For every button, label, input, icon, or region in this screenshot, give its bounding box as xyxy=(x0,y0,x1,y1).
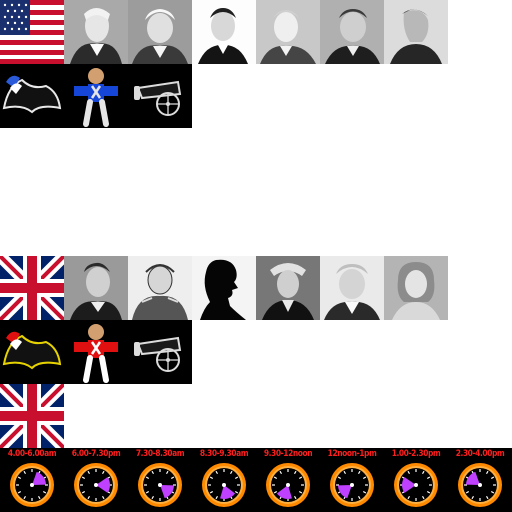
clock-icon xyxy=(266,463,310,507)
time-slot-1: 4.00-6.00am xyxy=(0,448,64,512)
clock-icon xyxy=(74,463,118,507)
time-slot-8: 2.30-4.00pm xyxy=(448,448,512,512)
time-slot-label: 6.00-7.30pm xyxy=(71,448,121,458)
clock-sector xyxy=(160,485,174,499)
bicorne-hat-icon xyxy=(0,320,64,384)
cannon-icon xyxy=(128,320,192,384)
us-flag-icon xyxy=(0,0,64,64)
portrait-4 xyxy=(256,0,320,64)
bicorne-hat-icon xyxy=(0,64,64,128)
time-slot-3: 7.30-8.30am xyxy=(128,448,192,512)
portrait-1 xyxy=(64,256,128,320)
clock-sector xyxy=(32,471,46,485)
uk-flag-icon xyxy=(0,384,64,448)
time-slot-label: 7.30-8.30am xyxy=(135,448,185,458)
clock-sector xyxy=(402,477,416,493)
clock-sector xyxy=(466,471,480,485)
clock-icon xyxy=(458,463,502,507)
time-slot-label: 1.00-2.30pm xyxy=(391,448,441,458)
silhouette-portrait xyxy=(192,256,256,320)
cannon-icon xyxy=(128,64,192,128)
time-slot-label: 9.30-12noon xyxy=(263,448,313,458)
clock-icon xyxy=(330,463,374,507)
portrait-3 xyxy=(192,0,256,64)
portrait-6 xyxy=(384,0,448,64)
time-slot-strip: 4.00-6.00am 6.00-7.30pm 7.30-8.30am 8.30… xyxy=(0,448,512,512)
clock-icon xyxy=(10,463,54,507)
clock-icon xyxy=(394,463,438,507)
time-slot-6: 12noon-1pm xyxy=(320,448,384,512)
time-slot-label: 8.30-9.30am xyxy=(199,448,249,458)
time-slot-5: 9.30-12noon xyxy=(256,448,320,512)
clock-icon xyxy=(138,463,182,507)
portrait-2 xyxy=(128,0,192,64)
clock-sector xyxy=(96,477,110,493)
time-slot-label: 4.00-6.00am xyxy=(7,448,57,458)
time-slot-label: 12noon-1pm xyxy=(327,448,377,458)
portrait-4 xyxy=(256,256,320,320)
clock-sector xyxy=(338,485,352,499)
time-slot-4: 8.30-9.30am xyxy=(192,448,256,512)
soldier-icon xyxy=(64,64,128,128)
portrait-2 xyxy=(128,256,192,320)
clock-icon xyxy=(202,463,246,507)
time-slot-label: 2.30-4.00pm xyxy=(455,448,505,458)
portrait-5 xyxy=(320,256,384,320)
time-slot-2: 6.00-7.30pm xyxy=(64,448,128,512)
clock-sector xyxy=(276,485,292,499)
portrait-5 xyxy=(320,0,384,64)
portrait-6 xyxy=(384,256,448,320)
uk-flag-icon xyxy=(0,256,64,320)
time-slot-7: 1.00-2.30pm xyxy=(384,448,448,512)
portrait-1 xyxy=(64,0,128,64)
soldier-icon xyxy=(64,320,128,384)
clock-sector xyxy=(220,485,236,499)
